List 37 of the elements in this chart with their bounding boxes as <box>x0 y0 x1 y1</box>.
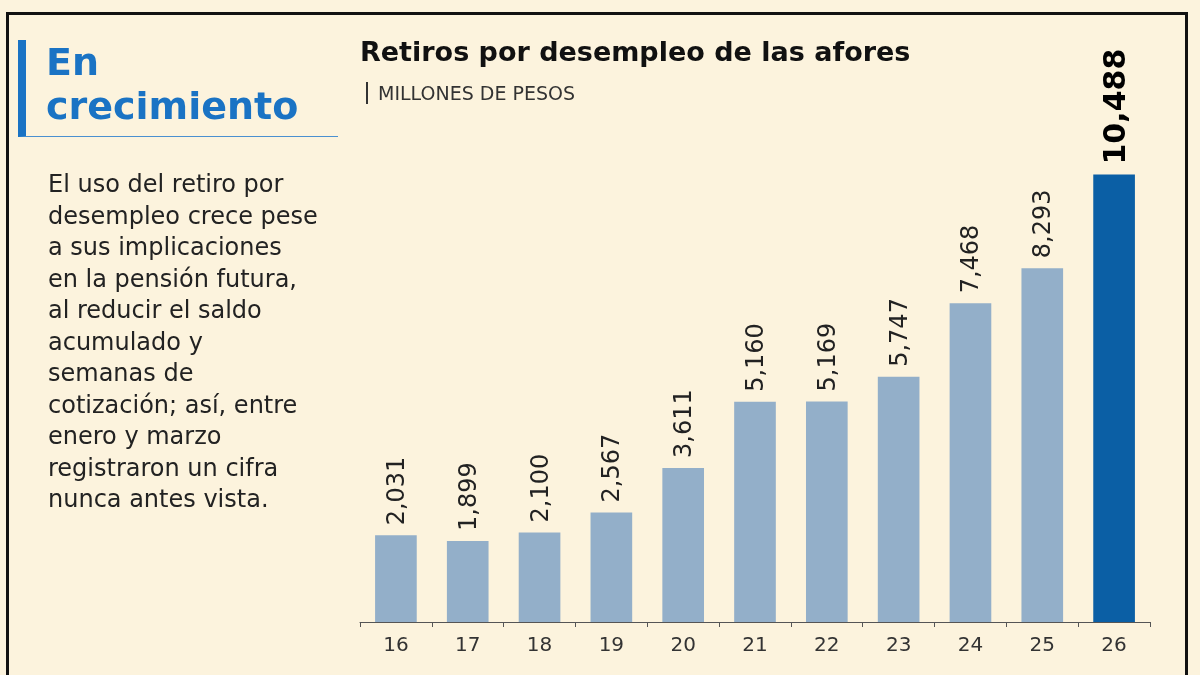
data-label: 8,293 <box>1028 189 1057 259</box>
bar <box>446 540 489 622</box>
bar <box>1093 174 1135 622</box>
bar <box>949 303 992 622</box>
data-label: 5,747 <box>884 298 913 367</box>
x-tick-label: 16 <box>383 632 409 656</box>
x-tick-label: 26 <box>1101 632 1127 656</box>
bar <box>1021 268 1064 622</box>
x-tick-label: 20 <box>670 632 696 656</box>
bar <box>662 467 705 622</box>
chart-title: Retiros por desempleo de las afores <box>360 36 911 67</box>
x-tick-label: 18 <box>526 632 553 656</box>
bar <box>877 376 920 622</box>
data-label: 2,100 <box>525 453 554 523</box>
bar <box>734 401 776 622</box>
data-label: 5,160 <box>741 323 769 392</box>
data-label: 5,169 <box>812 322 841 392</box>
text: En crecimiento <box>18 40 338 137</box>
x-tick-label: 21 <box>742 632 768 656</box>
x-tick-label: 22 <box>814 632 840 656</box>
x-tick-label: 19 <box>598 632 625 656</box>
data-label: 2,567 <box>597 433 626 503</box>
x-tick-label: 25 <box>1029 632 1055 656</box>
x-tick-label: 17 <box>455 632 481 656</box>
text: El uso del retiro por desempleo crece pese a sus implicaciones en la pensión futura, al reducir el saldo acumulado y semanas de cotización; así, entre enero y marzo registraron un cifra nunca antes vista. <box>48 170 318 513</box>
x-tick-label: 24 <box>957 632 984 656</box>
chart-subtitle: MILLONES DE PESOS <box>366 82 575 104</box>
bar <box>805 401 848 622</box>
data-label: 3,611 <box>669 389 698 458</box>
data-label: 10,488 <box>1096 48 1132 165</box>
x-tick-label: 23 <box>885 632 912 656</box>
bar <box>375 535 417 622</box>
bar <box>590 512 633 622</box>
data-label: 2,031 <box>381 456 410 526</box>
bar <box>518 532 561 622</box>
data-label: 1,899 <box>453 462 482 531</box>
data-label: 7,468 <box>956 224 985 294</box>
